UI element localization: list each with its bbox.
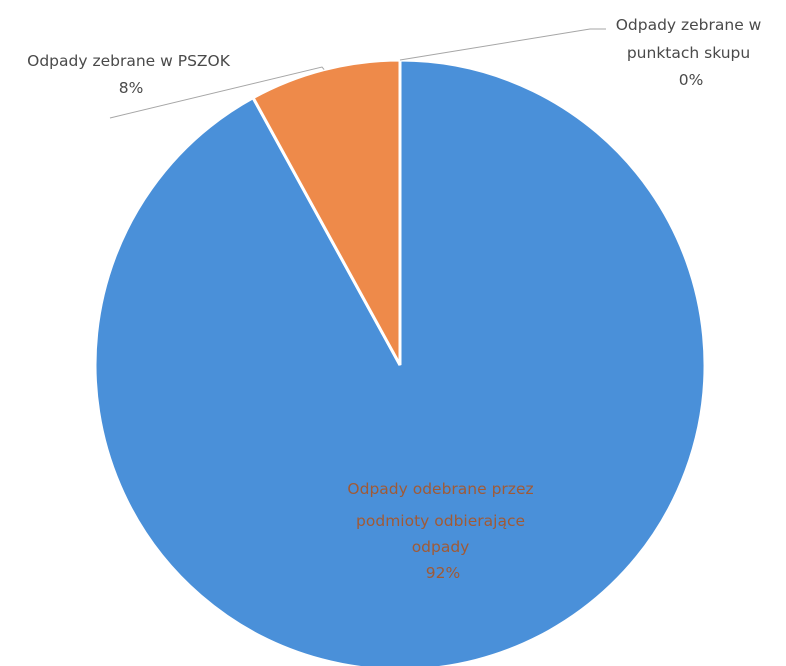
leader-line-buying-points [399,28,606,61]
slice-label-collected-by-entities: Odpady odebrane przez podmioty odbierają… [347,480,538,582]
leader-line-pszok [109,66,325,119]
slice-pszok [251,58,402,366]
leader-lines [109,28,606,119]
pie-slices [93,58,707,666]
slice-label-pszok: Odpady zebrane w PSZOK 8% [27,52,235,97]
slice-label-buying-points: Odpady zebrane w punktach skupu 0% [616,16,767,89]
